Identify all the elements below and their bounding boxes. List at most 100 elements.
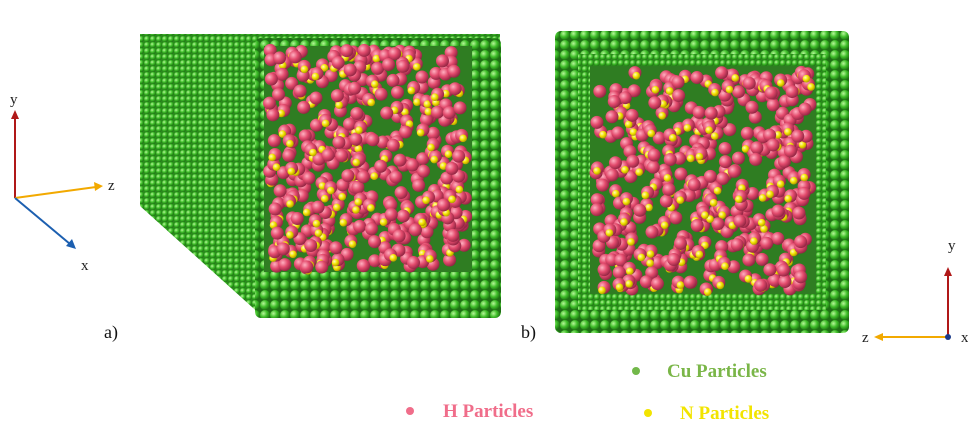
particle — [598, 263, 611, 276]
particle — [777, 264, 790, 277]
particle — [344, 63, 357, 76]
particle — [343, 118, 356, 131]
particle — [354, 198, 362, 206]
particle — [407, 256, 420, 269]
particle — [389, 170, 402, 183]
particle — [289, 50, 302, 63]
particle — [348, 82, 361, 95]
particle — [743, 77, 756, 90]
particle — [380, 107, 393, 120]
particle — [728, 165, 741, 178]
particle — [269, 203, 282, 216]
particle — [332, 136, 345, 149]
arrowhead — [66, 239, 76, 249]
particle — [677, 281, 685, 289]
particle — [640, 275, 653, 288]
particle — [436, 54, 449, 67]
particle — [366, 133, 379, 146]
particle — [448, 196, 456, 204]
particle — [674, 167, 687, 180]
particle — [452, 150, 465, 163]
particle — [389, 254, 397, 262]
particle — [647, 161, 660, 174]
particle — [647, 130, 655, 138]
particle — [286, 140, 294, 148]
particle — [777, 180, 785, 188]
particle — [608, 95, 621, 108]
particle — [760, 237, 773, 250]
particle — [786, 85, 799, 98]
particle — [765, 86, 778, 99]
particle — [684, 124, 692, 132]
particle — [590, 116, 603, 129]
particle — [370, 172, 378, 180]
particle — [393, 229, 406, 242]
particle — [696, 153, 704, 161]
legend-label: H Particles — [443, 401, 533, 422]
particle — [745, 275, 753, 283]
particle — [705, 107, 718, 120]
panel-label: a) — [104, 322, 118, 343]
particle — [759, 194, 767, 202]
particle — [648, 96, 661, 109]
particle — [459, 135, 467, 143]
particle — [335, 149, 348, 162]
z-axis-arrow — [15, 187, 96, 198]
particle — [352, 206, 360, 214]
particle — [609, 156, 622, 169]
particle — [380, 218, 388, 226]
particle — [301, 66, 309, 74]
particle — [794, 235, 807, 248]
particle — [784, 128, 792, 136]
particle — [626, 155, 639, 168]
particle — [688, 178, 701, 191]
particle — [277, 242, 290, 255]
particle — [772, 204, 785, 217]
particle — [322, 148, 335, 161]
particle — [425, 108, 433, 116]
particle — [741, 127, 754, 140]
x-axis-dot — [945, 334, 951, 340]
particle — [353, 159, 361, 167]
particle — [397, 209, 410, 222]
particle — [663, 183, 676, 196]
particle — [274, 184, 287, 197]
particle — [626, 109, 639, 122]
particle — [669, 211, 682, 224]
particle — [803, 75, 811, 83]
particle — [365, 222, 378, 235]
axis-label: x — [961, 330, 968, 346]
particle — [350, 107, 363, 120]
particle — [449, 82, 462, 95]
particle — [291, 212, 304, 225]
particle — [590, 203, 603, 216]
particle — [647, 250, 655, 258]
particle — [719, 155, 732, 168]
particle — [431, 93, 439, 101]
particle — [606, 110, 619, 123]
particle — [288, 168, 296, 176]
particle — [749, 153, 762, 166]
particle — [413, 98, 421, 106]
particle — [266, 108, 279, 121]
particle — [300, 260, 313, 273]
particle — [299, 129, 312, 142]
particle — [807, 83, 815, 91]
particle — [329, 241, 342, 254]
particle — [705, 126, 713, 134]
particle — [388, 47, 401, 60]
particle — [367, 99, 375, 107]
particle — [714, 187, 722, 195]
particle — [391, 86, 404, 99]
legend-marker — [632, 367, 640, 375]
particle — [399, 125, 412, 138]
particle — [327, 187, 335, 195]
particle — [385, 208, 398, 221]
particle — [660, 195, 673, 208]
particle — [626, 268, 634, 276]
particle — [349, 133, 362, 146]
particle — [315, 261, 328, 274]
particle — [396, 60, 409, 73]
particle — [754, 279, 767, 292]
particle — [417, 165, 430, 178]
